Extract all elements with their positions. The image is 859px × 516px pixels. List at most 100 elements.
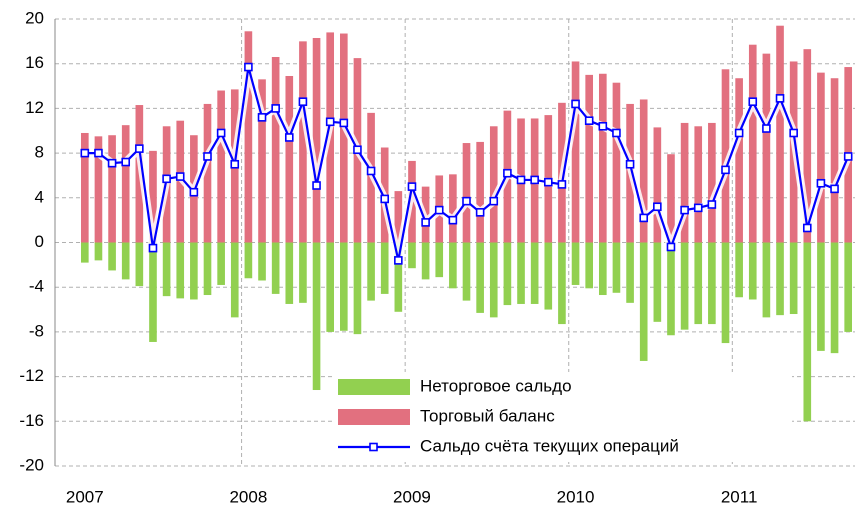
bar xyxy=(708,242,716,325)
bar xyxy=(408,242,416,269)
bar xyxy=(585,242,594,289)
bar xyxy=(312,37,321,243)
bar xyxy=(585,74,594,243)
line-marker xyxy=(462,196,471,206)
line-marker xyxy=(421,218,430,227)
legend-label: Сальдо счёта текущих операций xyxy=(420,436,679,455)
bar xyxy=(489,126,498,243)
y-tick-label: -20 xyxy=(19,455,44,474)
line-marker xyxy=(80,148,90,158)
bar xyxy=(653,242,662,322)
bar xyxy=(258,79,266,243)
bar xyxy=(530,242,539,304)
x-tick-label: 2009 xyxy=(393,487,431,506)
bar xyxy=(830,242,839,354)
legend: Неторговое сальдо Торговый баланс Сальдо с… xyxy=(332,372,792,462)
line-marker xyxy=(353,145,362,155)
bar xyxy=(203,242,212,296)
bar xyxy=(394,242,403,312)
bar xyxy=(108,135,116,243)
bar xyxy=(435,242,444,278)
line-marker xyxy=(394,256,403,265)
bar xyxy=(326,242,335,332)
line-marker xyxy=(189,187,199,197)
bar xyxy=(762,53,771,243)
line-marker xyxy=(312,181,321,190)
bar xyxy=(108,242,116,271)
bar xyxy=(489,242,498,318)
bar xyxy=(844,242,853,332)
bar xyxy=(503,242,512,306)
line-marker xyxy=(162,174,171,184)
line-marker xyxy=(380,194,390,204)
bar xyxy=(694,126,703,243)
bar xyxy=(217,90,225,243)
line-marker xyxy=(571,99,580,109)
bar xyxy=(462,143,471,243)
bar xyxy=(626,242,634,303)
line-marker xyxy=(284,133,294,142)
bar xyxy=(271,56,280,243)
bar xyxy=(271,242,280,294)
bar xyxy=(135,242,144,287)
legend-label: Торговый баланс xyxy=(420,406,555,425)
bar xyxy=(639,99,648,243)
bar xyxy=(80,132,89,243)
x-tick-label: 2007 xyxy=(66,487,104,506)
line-marker xyxy=(230,159,240,169)
bar xyxy=(258,242,266,281)
y-tick-label: 20 xyxy=(25,8,44,27)
y-tick-label: 0 xyxy=(35,232,44,251)
line-marker xyxy=(802,223,812,233)
line-marker xyxy=(707,200,717,209)
line-marker xyxy=(434,205,444,215)
line-marker xyxy=(789,128,798,138)
line-marker xyxy=(830,184,839,194)
line-marker xyxy=(775,94,785,103)
bar xyxy=(462,242,471,301)
line-marker xyxy=(762,124,771,133)
line-marker xyxy=(407,182,417,191)
line-marker xyxy=(121,157,131,167)
bar xyxy=(203,103,212,243)
bar xyxy=(421,242,430,280)
line-marker xyxy=(489,196,499,206)
bar xyxy=(244,31,253,243)
line-marker xyxy=(325,117,335,127)
legend-swatch xyxy=(338,379,410,395)
line-marker xyxy=(557,180,567,189)
line-marker xyxy=(666,242,676,252)
bar xyxy=(380,242,389,294)
bar xyxy=(789,242,798,315)
line-marker xyxy=(503,168,512,178)
bar xyxy=(476,141,484,243)
bar xyxy=(244,242,253,279)
line-marker xyxy=(625,159,635,169)
y-tick-label: 12 xyxy=(25,98,44,117)
line-marker xyxy=(257,113,267,122)
line-marker xyxy=(175,172,185,181)
line-marker xyxy=(816,178,826,188)
bar xyxy=(121,125,130,243)
bar xyxy=(339,242,348,331)
bar xyxy=(735,78,743,243)
bar xyxy=(149,242,157,342)
line-marker xyxy=(843,152,853,161)
line-marker xyxy=(448,215,458,225)
bar xyxy=(653,127,662,243)
line-marker xyxy=(748,97,758,106)
x-tick-label: 2011 xyxy=(721,487,758,506)
bar xyxy=(708,122,716,243)
line-marker xyxy=(653,202,662,212)
bar xyxy=(476,242,484,313)
line-marker xyxy=(298,97,308,106)
bar xyxy=(571,242,580,285)
bar xyxy=(735,242,743,298)
line-marker xyxy=(530,175,539,185)
y-tick-label: -12 xyxy=(19,366,44,385)
bar xyxy=(762,242,771,318)
bar xyxy=(299,41,307,243)
bar xyxy=(94,136,103,243)
line-marker xyxy=(203,152,212,161)
